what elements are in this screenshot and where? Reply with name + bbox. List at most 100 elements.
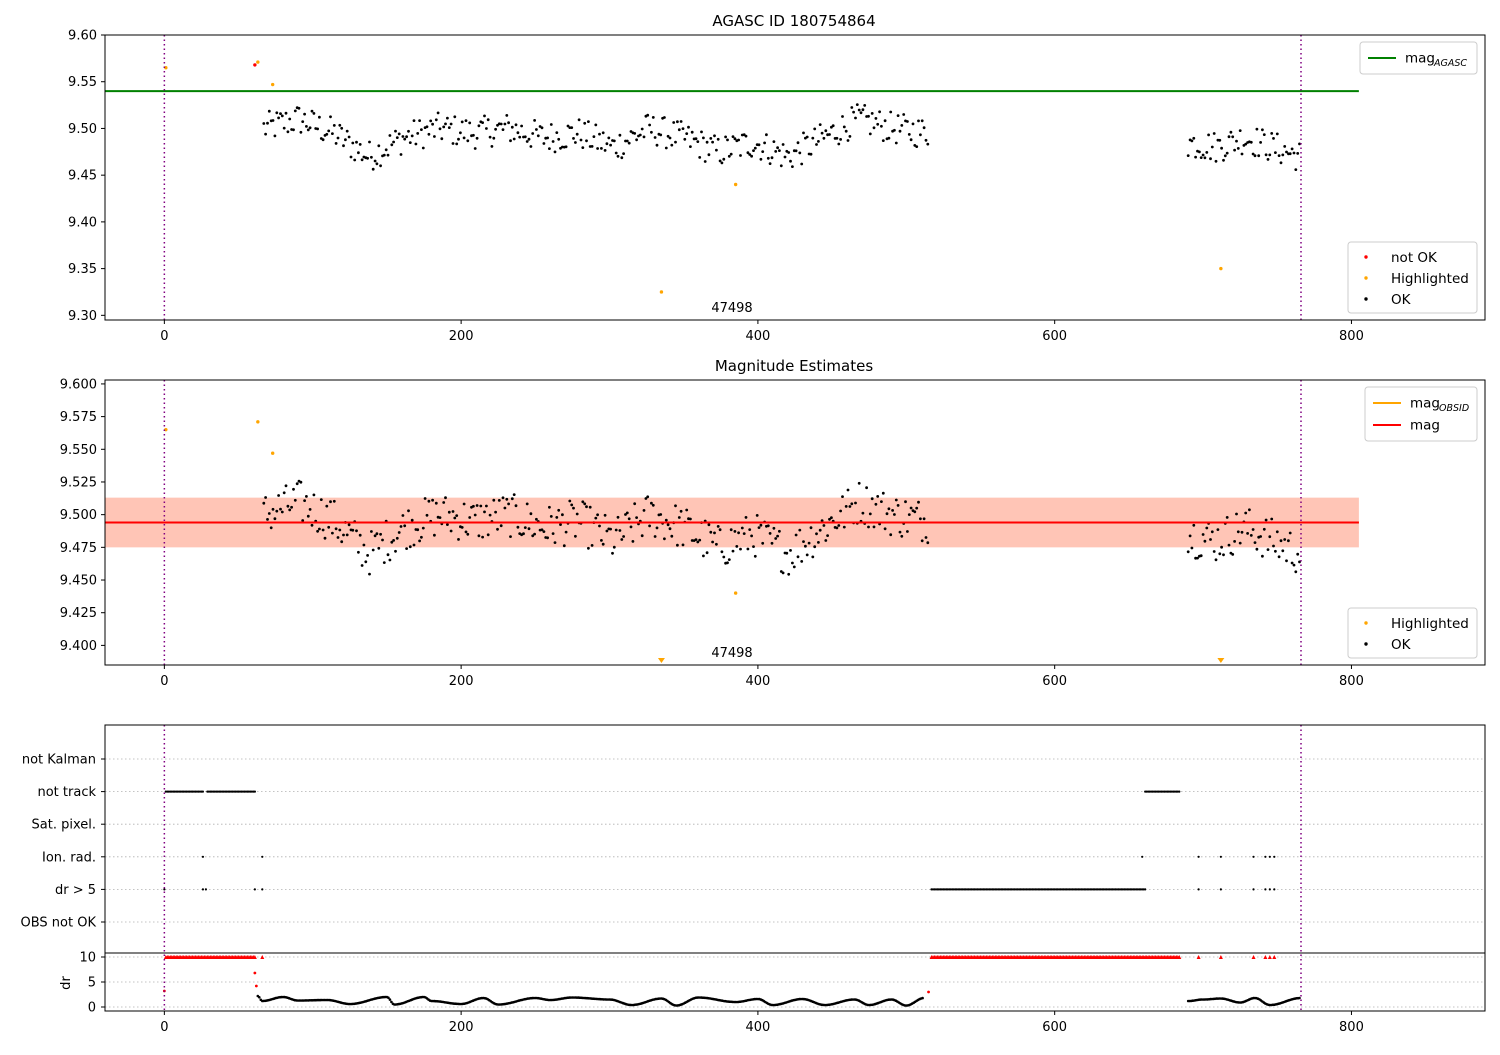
y-tick-label: 9.60 bbox=[68, 29, 97, 44]
dr-not-ok-point bbox=[253, 971, 257, 975]
ok-point bbox=[410, 134, 414, 138]
ok-point bbox=[388, 134, 392, 137]
ok-point bbox=[590, 145, 594, 148]
ok-point bbox=[733, 137, 737, 141]
ok-point bbox=[1253, 154, 1257, 158]
ok-point bbox=[1264, 153, 1268, 157]
ok-point bbox=[638, 133, 642, 137]
dr-point bbox=[258, 996, 261, 999]
ok-point bbox=[1220, 146, 1223, 150]
ok-point bbox=[1283, 145, 1287, 148]
x-tick-label: 0 bbox=[160, 1020, 168, 1035]
legend-points-box bbox=[1347, 241, 1478, 314]
ok-point bbox=[293, 109, 297, 113]
ok-point bbox=[1186, 550, 1190, 554]
ok-point bbox=[893, 128, 896, 132]
flag-point bbox=[1252, 855, 1255, 858]
ok-point bbox=[839, 509, 842, 513]
ok-point bbox=[887, 136, 891, 140]
ok-point bbox=[1272, 544, 1275, 548]
ok-point bbox=[473, 147, 477, 150]
ok-point bbox=[1218, 138, 1222, 142]
ok-point bbox=[653, 535, 657, 538]
ok-point bbox=[720, 161, 724, 165]
ok-point bbox=[1205, 151, 1209, 154]
ok-point bbox=[542, 530, 546, 533]
ok-point bbox=[1223, 154, 1227, 158]
ok-point bbox=[1192, 523, 1196, 527]
ok-point bbox=[323, 536, 327, 540]
ok-point bbox=[679, 509, 683, 513]
legend-line-label: mag bbox=[1410, 396, 1440, 412]
flag-point bbox=[201, 888, 205, 891]
ok-point bbox=[427, 132, 431, 136]
ok-point bbox=[501, 496, 505, 500]
ok-point bbox=[835, 136, 839, 140]
ok-point bbox=[516, 131, 520, 135]
ok-point bbox=[907, 133, 911, 136]
ok-point bbox=[1261, 554, 1264, 558]
ok-point bbox=[267, 512, 271, 515]
dr-clipped-marker bbox=[1267, 955, 1272, 959]
ok-point bbox=[1290, 561, 1294, 565]
ok-point bbox=[924, 138, 928, 142]
panel-magest-frame bbox=[104, 379, 1486, 666]
ok-point bbox=[605, 142, 609, 146]
ok-point bbox=[609, 527, 612, 531]
ok-point bbox=[894, 498, 898, 502]
ok-point bbox=[1227, 543, 1231, 547]
ok-point bbox=[486, 118, 490, 122]
ok-point bbox=[920, 119, 924, 123]
legend-point-swatch bbox=[1364, 255, 1368, 259]
ok-point bbox=[681, 127, 685, 130]
ok-point bbox=[1270, 517, 1274, 521]
ok-point bbox=[1240, 152, 1244, 156]
ok-point bbox=[1268, 535, 1272, 539]
ok-point bbox=[1236, 530, 1240, 534]
ok-point bbox=[575, 512, 579, 516]
ok-point bbox=[499, 524, 503, 528]
ok-point bbox=[627, 141, 631, 145]
ok-point bbox=[768, 532, 772, 535]
dr-clipped-marker bbox=[1251, 955, 1256, 959]
ok-point bbox=[559, 523, 562, 526]
ok-point bbox=[459, 131, 462, 135]
ok-point bbox=[900, 534, 904, 538]
ok-point bbox=[761, 150, 765, 154]
ok-point bbox=[407, 129, 410, 133]
ok-point bbox=[759, 523, 763, 527]
ok-point bbox=[553, 541, 557, 544]
ok-point bbox=[525, 140, 529, 143]
ok-point bbox=[651, 503, 655, 507]
flag-point bbox=[261, 855, 264, 858]
ok-point bbox=[1201, 153, 1205, 157]
ok-point bbox=[750, 534, 753, 538]
ok-point bbox=[891, 509, 894, 512]
dr-tick-label: 0 bbox=[88, 1001, 96, 1016]
ok-point bbox=[327, 525, 331, 529]
ok-point bbox=[392, 539, 395, 542]
ok-point bbox=[805, 135, 809, 139]
flag-row-label: not track bbox=[37, 785, 96, 800]
ok-point bbox=[460, 526, 464, 529]
ok-point bbox=[301, 519, 305, 522]
ok-point bbox=[1238, 541, 1242, 545]
ok-point bbox=[366, 156, 369, 160]
ok-point bbox=[520, 124, 523, 128]
ok-point bbox=[601, 131, 605, 135]
ok-point bbox=[299, 480, 303, 484]
ok-point bbox=[551, 140, 555, 143]
ok-point bbox=[909, 506, 913, 510]
ok-point bbox=[266, 121, 269, 125]
ok-point bbox=[614, 528, 618, 532]
ok-point bbox=[868, 132, 872, 136]
ok-point bbox=[438, 516, 442, 519]
ok-point bbox=[403, 137, 407, 141]
ok-point bbox=[546, 136, 549, 140]
ok-point bbox=[1255, 547, 1259, 551]
ok-point bbox=[776, 534, 779, 538]
ok-point bbox=[870, 112, 874, 115]
flag-point bbox=[163, 888, 166, 891]
ok-point bbox=[349, 155, 353, 159]
ok-point bbox=[288, 508, 292, 512]
